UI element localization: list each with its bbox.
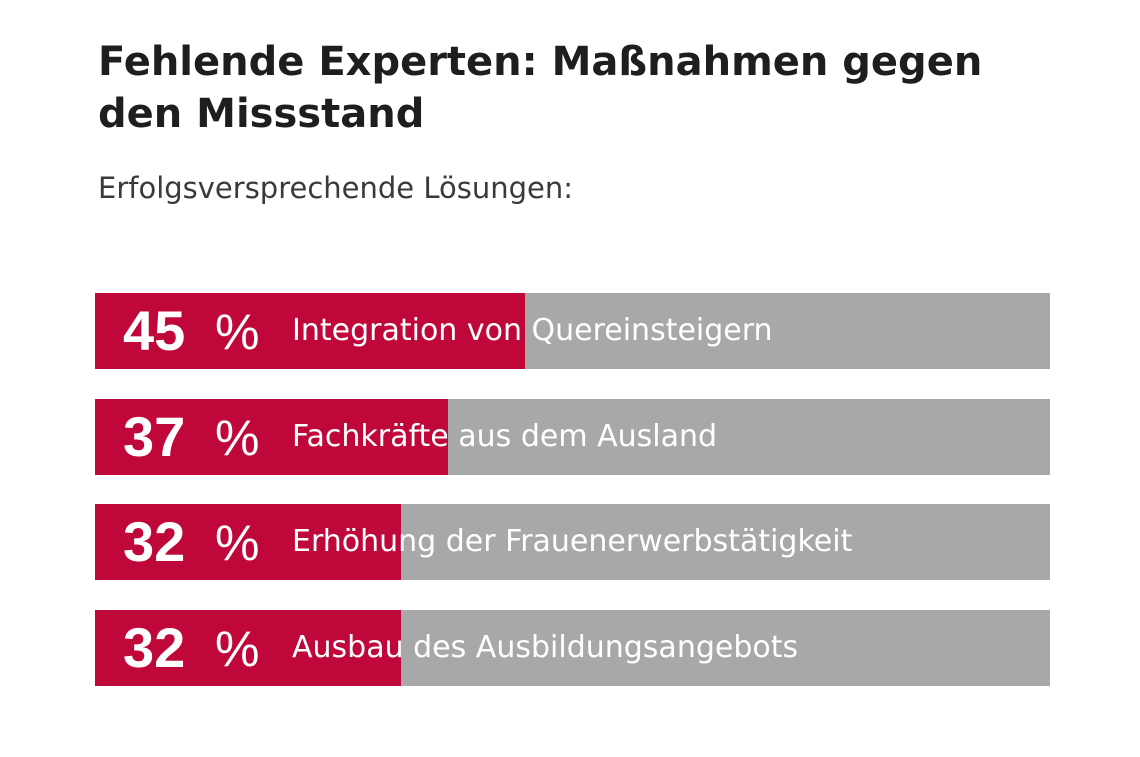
bar-category-label: Erhöhung der Frauenerwerbstätigkeit: [292, 524, 853, 559]
bar: [95, 610, 401, 686]
bar-category-label: Fachkräfte aus dem Ausland: [292, 419, 718, 454]
bar: [95, 293, 525, 369]
bar-unit-label: %: [215, 515, 260, 571]
bar: [95, 399, 448, 475]
chart-subtitle: Erfolgsversprechende Lösungen:: [98, 171, 574, 205]
bar-value-label: 45: [123, 299, 186, 362]
bar-chart: 45% Integration von Quereinsteigern 37% Fac…: [95, 293, 1050, 686]
bar-row: 32% Ausbau des Ausbildungsangebots: [95, 610, 1050, 686]
bar-row: 45% Integration von Quereinsteigern: [95, 293, 1050, 369]
bar-value-label: 32: [123, 510, 186, 573]
bar-unit-label: %: [215, 621, 260, 677]
bar-category-label: Integration von Quereinsteigern: [292, 313, 773, 348]
chart-title: Fehlende Experten: Maßnahmen gegen den M…: [98, 39, 983, 137]
bar-value-label: 37: [123, 405, 186, 468]
bar-row: 32% Erhöhung der Frauenerwerbstätigkeit: [95, 504, 1050, 580]
bar-category-label: Ausbau des Ausbildungsangebots: [292, 630, 799, 665]
bar-unit-label: %: [215, 304, 260, 360]
bar-unit-label: %: [215, 410, 260, 466]
bar: [95, 504, 401, 580]
bar-value-label: 32: [123, 616, 186, 679]
bar-row: 37% Fachkräfte aus dem Ausland: [95, 399, 1050, 475]
